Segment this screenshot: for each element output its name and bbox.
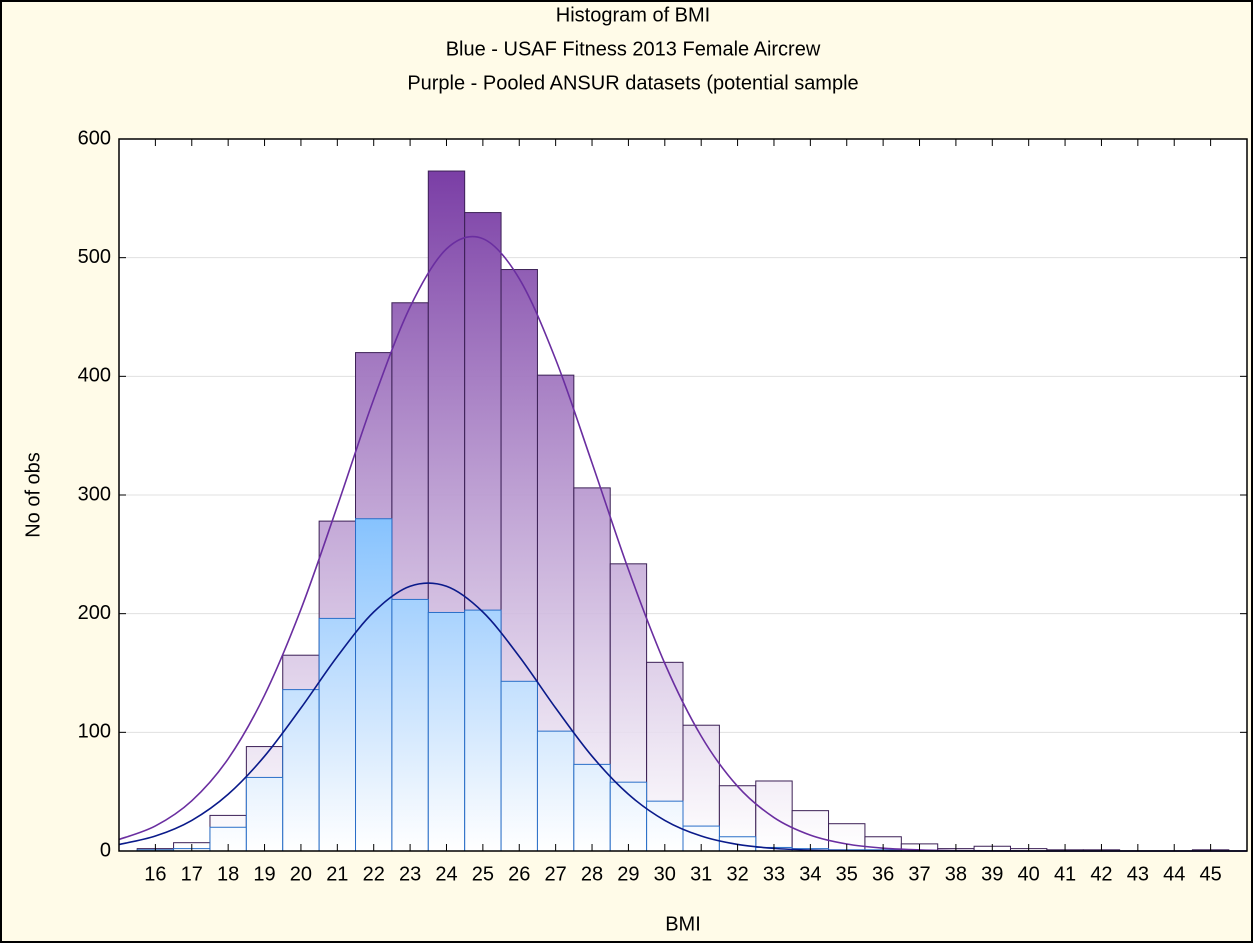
- x-tick-label: 37: [908, 863, 930, 885]
- bar: [500, 680, 538, 852]
- y-tick-label: 100: [78, 721, 111, 743]
- plot-border: [118, 138, 1248, 852]
- x-tick-label: 38: [945, 863, 967, 885]
- y-tick-label: 600: [78, 127, 111, 149]
- x-tick-label: 33: [763, 863, 785, 885]
- y-tick-label: 0: [100, 839, 111, 861]
- x-tick-label: 19: [253, 863, 275, 885]
- bar: [464, 609, 502, 852]
- bar: [318, 617, 357, 852]
- x-tick-label: 31: [690, 863, 712, 885]
- bar: [282, 689, 320, 852]
- x-tick-label: 24: [435, 863, 457, 885]
- x-tick-label: 25: [472, 863, 494, 885]
- bar: [355, 518, 393, 852]
- x-tick-label: 45: [1199, 863, 1221, 885]
- y-tick-label: 300: [78, 483, 111, 505]
- y-axis-label: No of obs: [22, 452, 44, 538]
- x-tick-label: 18: [217, 863, 239, 885]
- x-tick-label: 27: [545, 863, 567, 885]
- x-tick-label: 16: [144, 863, 166, 885]
- y-tick-label: 200: [78, 602, 111, 624]
- y-tick-label: 400: [78, 365, 111, 387]
- bar: [609, 781, 648, 852]
- x-tick-label: 22: [363, 863, 385, 885]
- y-tick-label: 500: [78, 246, 111, 268]
- x-tick-label: 36: [872, 863, 894, 885]
- x-tick-label: 43: [1127, 863, 1149, 885]
- x-tick-label: 40: [1018, 863, 1040, 885]
- x-tick-label: 39: [981, 863, 1003, 885]
- x-tick-label: 29: [617, 863, 639, 885]
- x-tick-label: 34: [799, 863, 821, 885]
- x-tick-label: 44: [1163, 863, 1185, 885]
- subtitle: Blue - USAF Fitness 2013 Female Aircrew: [446, 38, 821, 60]
- x-tick-label: 41: [1054, 863, 1076, 885]
- bar: [755, 780, 793, 852]
- chart-title: Histogram of BMI: [556, 4, 710, 26]
- x-tick-label: 28: [581, 863, 603, 885]
- subtitle: Purple - Pooled ANSUR datasets (potentia…: [407, 72, 858, 94]
- x-tick-label: 23: [399, 863, 421, 885]
- x-tick-label: 30: [654, 863, 676, 885]
- x-tick-label: 26: [508, 863, 530, 885]
- x-tick-label: 42: [1090, 863, 1112, 885]
- x-tick-label: 20: [290, 863, 312, 885]
- x-tick-label: 35: [836, 863, 858, 885]
- x-tick-label: 21: [326, 863, 348, 885]
- x-tick-label: 32: [726, 863, 748, 885]
- bar: [536, 730, 575, 852]
- x-axis-label: BMI: [665, 913, 701, 935]
- bar: [427, 611, 466, 852]
- bar: [391, 598, 429, 852]
- bar: [573, 763, 611, 852]
- bar: [245, 776, 284, 852]
- x-tick-label: 17: [181, 863, 203, 885]
